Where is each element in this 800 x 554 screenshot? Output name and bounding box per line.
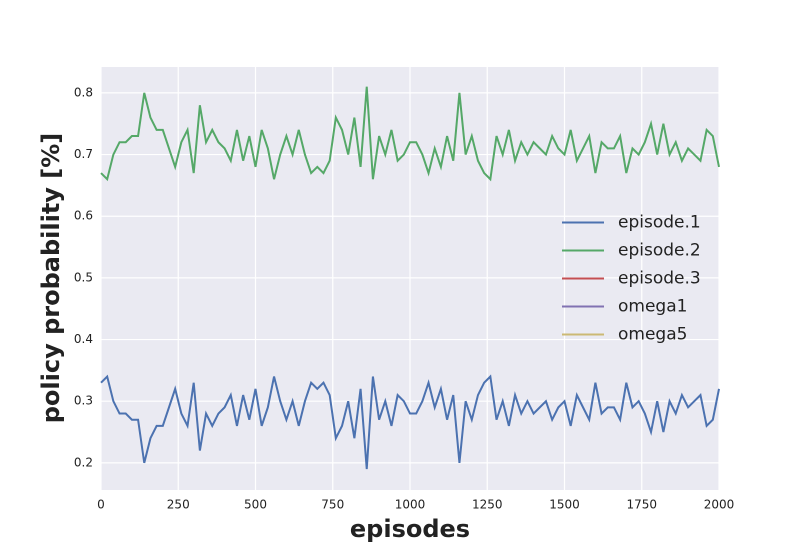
x-tick-label: 2000 <box>704 498 735 512</box>
y-tick-label: 0.3 <box>74 394 93 408</box>
x-tick-label: 1000 <box>395 498 426 512</box>
legend-label: episode.1 <box>618 213 701 233</box>
legend-label: omega1 <box>618 297 687 317</box>
x-tick-label: 1500 <box>549 498 580 512</box>
y-tick-label: 0.7 <box>74 147 93 161</box>
series-line <box>100 86 720 182</box>
y-tick-label: 0.8 <box>74 85 93 99</box>
legend-label: episode.2 <box>618 241 701 261</box>
x-tick-label: 750 <box>321 498 344 512</box>
x-tick-label: 1750 <box>626 498 657 512</box>
y-tick-label: 0.5 <box>74 270 93 284</box>
x-tick-label: 0 <box>97 498 105 512</box>
x-tick-label: 250 <box>167 498 190 512</box>
y-axis-label: policy probability [%] <box>37 133 65 424</box>
x-tick-label: 500 <box>244 498 267 512</box>
y-tick-label: 0.4 <box>74 332 93 346</box>
x-axis-label: episodes <box>350 515 470 543</box>
legend-label: episode.3 <box>618 269 701 289</box>
legend-label: omega5 <box>618 325 687 345</box>
y-tick-label: 0.6 <box>74 209 93 223</box>
x-tick-label: 1250 <box>472 498 503 512</box>
series-line <box>100 374 720 470</box>
y-tick-label: 0.2 <box>74 455 93 469</box>
